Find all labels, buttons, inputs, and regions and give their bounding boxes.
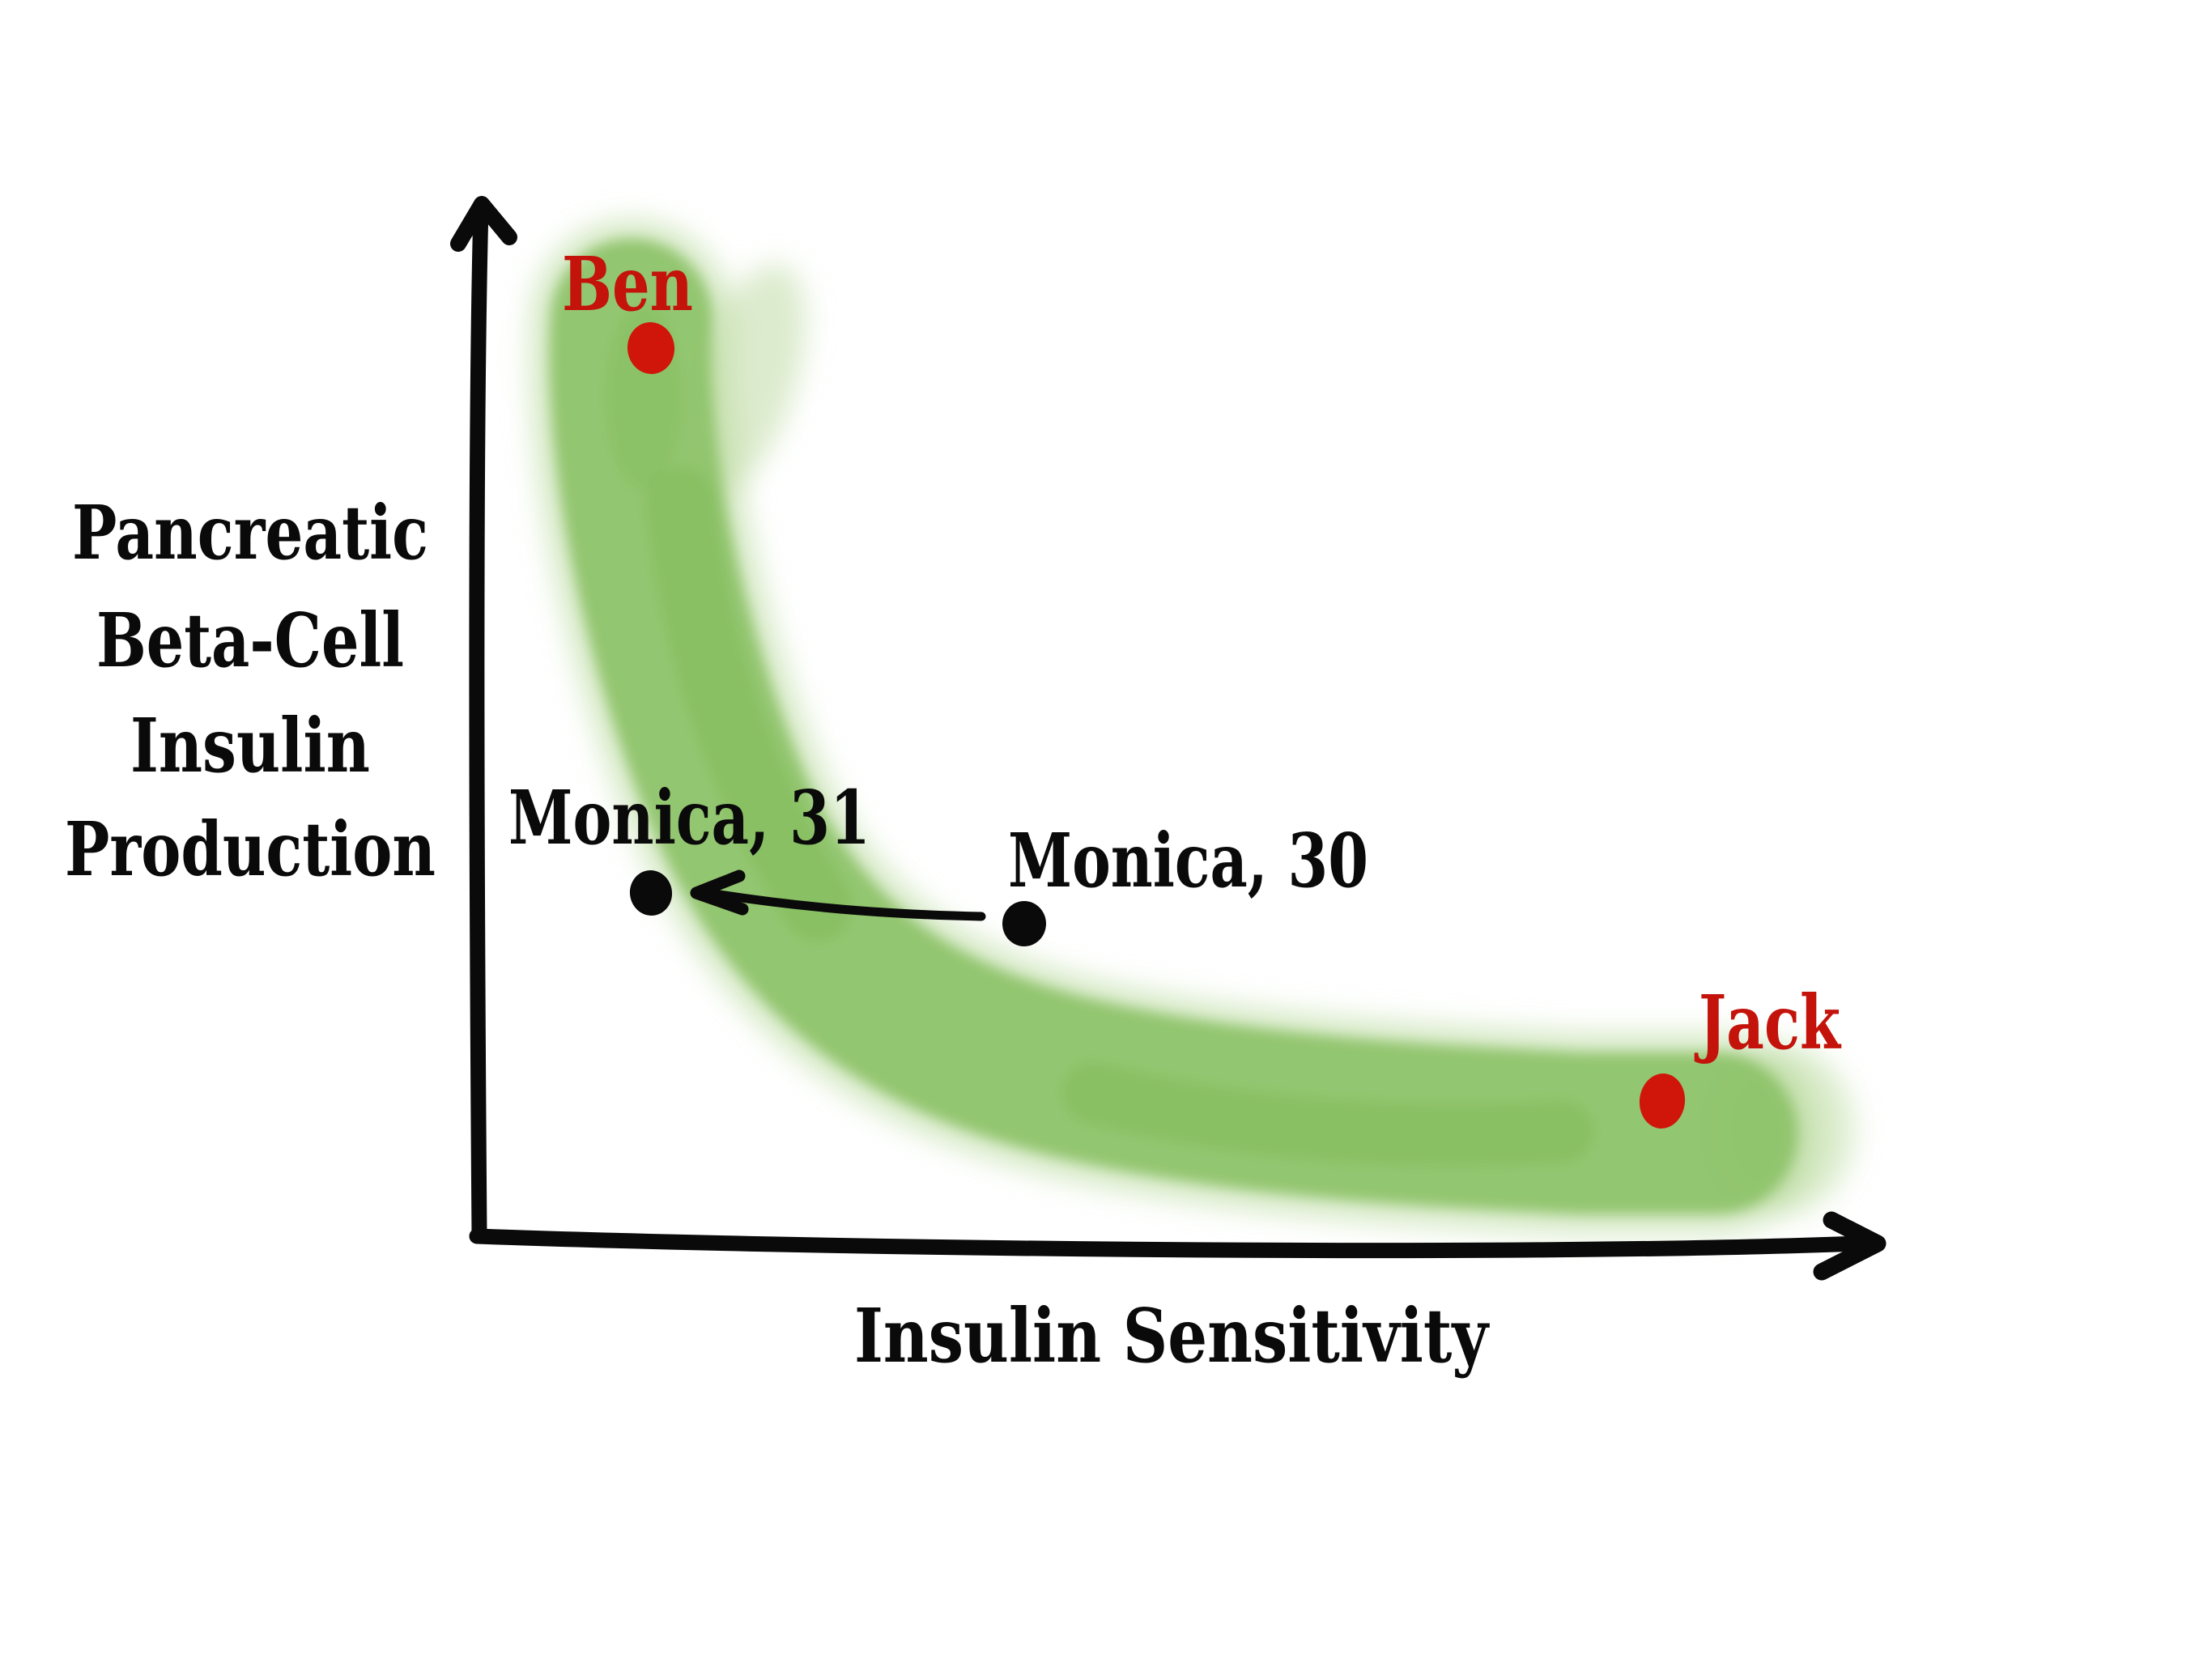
y-axis-label-line-3: Insulin	[130, 702, 370, 789]
y-axis-line	[469, 201, 489, 1244]
x-axis-line	[469, 1228, 1867, 1259]
green-band	[530, 219, 1854, 1234]
point-label-ben: Ben	[562, 240, 693, 328]
axes	[450, 196, 1887, 1281]
data-point-jack	[1639, 1073, 1686, 1129]
y-axis-label-line-2: Beta-Cell	[96, 597, 404, 684]
x-axis-arrowhead-icon	[1813, 1211, 1887, 1281]
shift-arrow-head-icon	[690, 869, 749, 916]
point-label-jack: Jack	[1695, 979, 1842, 1066]
point-label-monica-30: Monica, 30	[1008, 817, 1368, 904]
shift-arrow	[690, 869, 986, 921]
data-point-monica-30	[1002, 901, 1046, 946]
y-axis-label: Pancreatic Beta-Cell Insulin Production	[65, 489, 436, 893]
y-axis-arrowhead-icon	[450, 196, 517, 252]
y-axis-label-line-1: Pancreatic	[72, 489, 428, 576]
x-axis-label: Insulin Sensitivity	[854, 1292, 1490, 1380]
shift-arrow-shaft	[709, 889, 986, 921]
green-band-core-streak-lower	[1062, 1062, 1593, 1166]
point-label-monica-31: Monica, 31	[508, 774, 870, 861]
green-band-core-streak-upper	[645, 467, 853, 942]
data-point-ben	[627, 322, 675, 374]
y-axis-label-line-4: Production	[65, 806, 436, 893]
data-point-monica-31	[629, 870, 673, 916]
